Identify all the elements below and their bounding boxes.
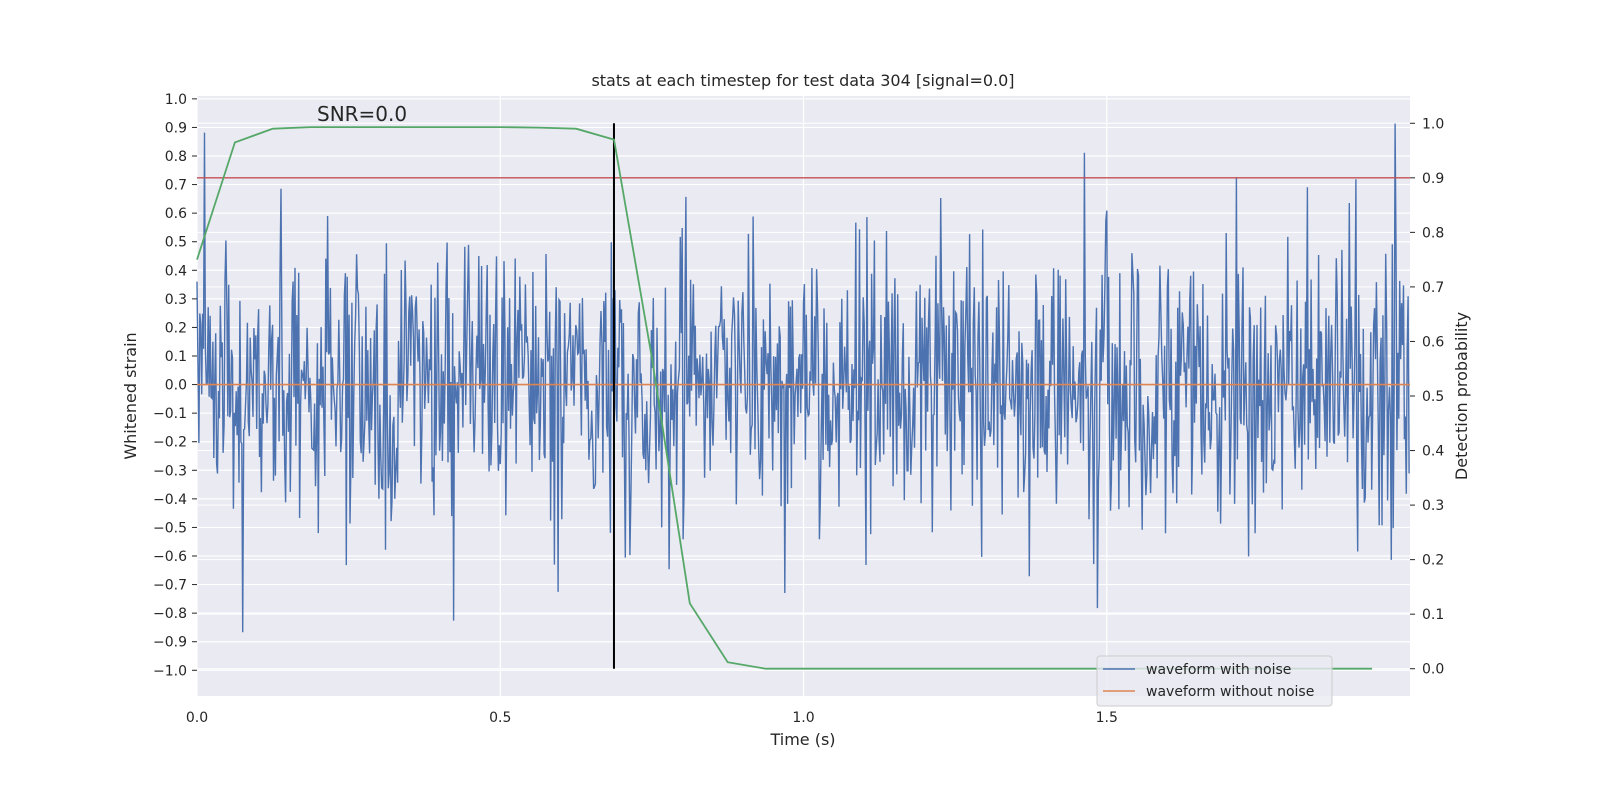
y-tick-label: −0.6 <box>153 549 187 565</box>
legend-label-noise: waveform with noise <box>1146 662 1291 678</box>
y2-tick-label: 0.1 <box>1422 607 1444 623</box>
y2-tick-label: 0.0 <box>1422 662 1444 678</box>
y-tick-label: 0.7 <box>165 178 187 194</box>
legend-label-clean: waveform without noise <box>1146 684 1314 700</box>
y-tick-label: 1.0 <box>165 92 187 108</box>
y-tick-label: 0.2 <box>165 320 187 336</box>
y2-tick-label: 0.4 <box>1422 444 1444 460</box>
x-tick-label: 1.5 <box>1096 710 1118 726</box>
snr-annotation: SNR=0.0 <box>317 102 407 126</box>
y-tick-label: −0.3 <box>153 463 187 479</box>
y-tick-label: −0.7 <box>153 578 187 594</box>
legend: waveform with noise waveform without noi… <box>1096 655 1333 707</box>
y2-axis-label: Detection probability <box>1452 312 1471 480</box>
y-tick-label: −0.2 <box>153 435 187 451</box>
axes: 1.0 0.9 0.8 0.7 0.6 0.5 0.4 0.3 0.2 0.1 0.0 −0.1 −0.… <box>153 92 1444 726</box>
y-tick-label: 0.8 <box>165 149 187 165</box>
y-tick-label: −0.8 <box>153 606 187 622</box>
y-axis-label: Whitened strain <box>121 332 140 459</box>
y2-tick-label: 1.0 <box>1422 116 1444 132</box>
y-tick-label: 0.6 <box>165 206 187 222</box>
y-tick-label: −0.9 <box>153 635 187 651</box>
chart-title: stats at each timestep for test data 304… <box>591 71 1014 90</box>
y2-tick-label: 0.2 <box>1422 553 1444 569</box>
y-tick-label: −0.5 <box>153 520 187 536</box>
waveform-with-noise-line <box>196 123 1410 633</box>
legend-box <box>1096 655 1333 707</box>
y-tick-label: 0.3 <box>165 292 187 308</box>
y2-tick-label: 0.9 <box>1422 171 1444 187</box>
y2-tick-label: 0.8 <box>1422 225 1444 241</box>
y2-tick-label: 0.3 <box>1422 498 1444 514</box>
y2-tick-label: 0.6 <box>1422 334 1444 350</box>
y-tick-label: 0.1 <box>165 349 187 365</box>
y-tick-label: −1.0 <box>153 663 187 679</box>
x-tick-label: 0.5 <box>489 710 511 726</box>
y-tick-label: −0.4 <box>153 492 187 508</box>
y2-tick-label: 0.5 <box>1422 389 1444 405</box>
y-tick-label: 0.9 <box>165 120 187 136</box>
y-tick-label: 0.5 <box>165 235 187 251</box>
y-tick-label: −0.1 <box>153 406 187 422</box>
y-tick-label: 0.0 <box>165 378 187 394</box>
x-tick-label: 1.0 <box>792 710 814 726</box>
x-axis-label: Time (s) <box>769 730 835 749</box>
y2-tick-label: 0.7 <box>1422 280 1444 296</box>
y-tick-label: 0.4 <box>165 263 187 279</box>
x-tick-label: 0.0 <box>186 710 208 726</box>
